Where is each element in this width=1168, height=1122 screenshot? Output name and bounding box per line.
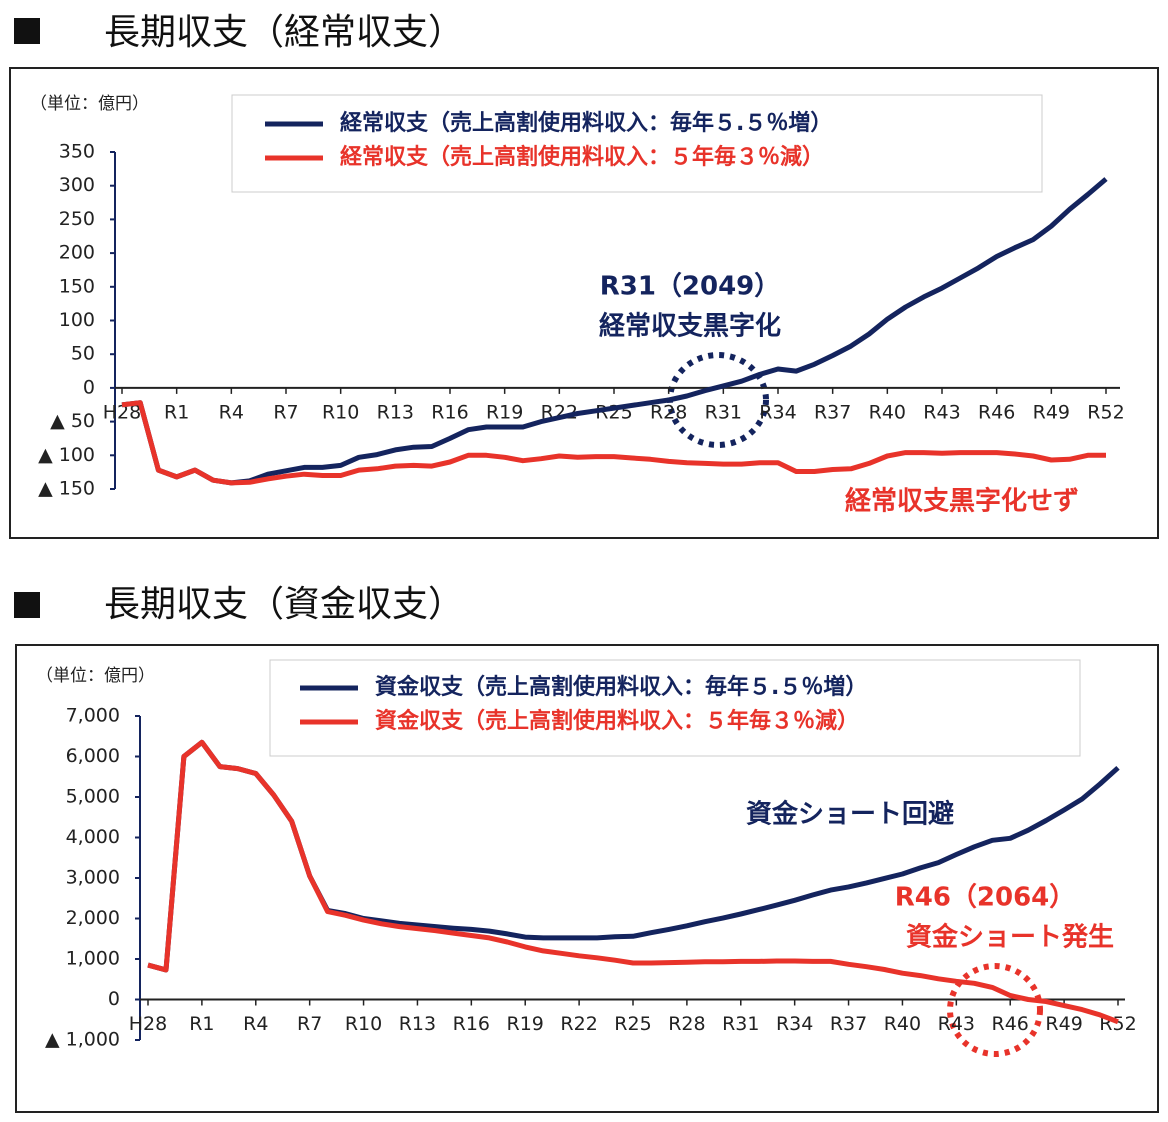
y-tick-label: ▲ 1,000 xyxy=(45,1029,120,1051)
x-tick-label: R40 xyxy=(884,1013,921,1035)
chart-title: 長期収支（経常収支） xyxy=(104,12,464,53)
x-tick-label: R40 xyxy=(869,401,906,423)
x-tick-label: R49 xyxy=(1045,1013,1082,1035)
y-tick-label: 250 xyxy=(59,208,95,230)
y-tick-label: 1,000 xyxy=(66,948,120,970)
legend-label: 経常収支（売上高割使用料収入：５年毎３％減） xyxy=(340,144,824,170)
x-tick-label: R34 xyxy=(759,401,796,423)
x-tick-label: R4 xyxy=(243,1013,268,1035)
x-tick-label: R13 xyxy=(399,1013,436,1035)
y-tick-label: 300 xyxy=(59,174,95,196)
x-tick-label: R16 xyxy=(453,1013,490,1035)
x-tick-label: R37 xyxy=(830,1013,867,1035)
y-tick-label: 100 xyxy=(59,309,95,331)
y-tick-label: 5,000 xyxy=(66,786,120,808)
x-tick-label: R10 xyxy=(322,401,359,423)
title-square xyxy=(14,18,40,44)
y-tick-label: 0 xyxy=(108,988,120,1010)
x-tick-label: R46 xyxy=(978,401,1015,423)
y-tick-label: 4,000 xyxy=(66,826,120,848)
x-tick-label: R1 xyxy=(189,1013,214,1035)
y-tick-label: 150 xyxy=(59,275,95,297)
x-tick-label: R4 xyxy=(219,401,244,423)
legend-label: 資金収支（売上高割使用料収入：５年毎３％減） xyxy=(375,708,859,734)
annotation: R46（2064） xyxy=(895,883,1076,913)
y-tick-label: 50 xyxy=(71,343,95,365)
x-tick-label: R22 xyxy=(560,1013,597,1035)
legend-label: 資金収支（売上高割使用料収入：毎年５.５％増） xyxy=(375,674,867,700)
y-tick-label: 3,000 xyxy=(66,867,120,889)
y-tick-label: 350 xyxy=(59,141,95,163)
x-tick-label: R13 xyxy=(377,401,414,423)
x-tick-label: R16 xyxy=(431,401,468,423)
x-tick-label: R31 xyxy=(722,1013,759,1035)
unit-label: （単位：億円） xyxy=(30,94,149,114)
highlight-circle xyxy=(947,963,1043,1057)
x-tick-label: R49 xyxy=(1033,401,1070,423)
series-line xyxy=(147,739,1119,1025)
y-tick-label: 200 xyxy=(59,242,95,264)
annotation: 資金ショート発生 xyxy=(906,922,1114,953)
legend-box xyxy=(269,659,1081,757)
series-line xyxy=(121,177,1108,486)
x-tick-label: R1 xyxy=(164,401,189,423)
title-square xyxy=(14,592,40,618)
series-line xyxy=(121,400,1106,486)
x-tick-label: H28 xyxy=(129,1013,167,1035)
x-tick-label: R43 xyxy=(938,1013,975,1035)
annotation: 資金ショート回避 xyxy=(746,799,954,830)
chart-frame xyxy=(15,644,1159,1113)
y-tick-label: 2,000 xyxy=(66,907,120,929)
x-tick-label: R28 xyxy=(668,1013,705,1035)
y-tick-label: 7,000 xyxy=(66,705,120,727)
x-tick-label: R7 xyxy=(273,401,298,423)
chart-frame xyxy=(9,67,1159,539)
legend-label: 経常収支（売上高割使用料収入：毎年５.５％増） xyxy=(340,110,832,136)
y-tick-label: 0 xyxy=(83,376,95,398)
x-tick-label: R46 xyxy=(992,1013,1029,1035)
x-tick-label: R43 xyxy=(923,401,960,423)
x-tick-label: R31 xyxy=(705,401,742,423)
x-tick-label: R37 xyxy=(814,401,851,423)
annotation: R31（2049） xyxy=(600,272,781,302)
y-tick-label: ▲ 50 xyxy=(50,410,95,432)
y-tick-label: ▲ 100 xyxy=(38,444,95,466)
x-tick-label: R34 xyxy=(776,1013,813,1035)
x-tick-label: R25 xyxy=(614,1013,651,1035)
unit-label: （単位：億円） xyxy=(36,666,155,686)
chart-title: 長期収支（資金収支） xyxy=(104,584,464,625)
x-tick-label: H28 xyxy=(103,401,141,423)
annotation: 経常収支黒字化 xyxy=(599,311,781,342)
annotation: 経常収支黒字化せず xyxy=(845,486,1079,517)
highlight-circle xyxy=(667,352,769,448)
x-tick-label: R28 xyxy=(650,401,687,423)
y-tick-label: 6,000 xyxy=(66,745,120,767)
x-tick-label: R19 xyxy=(507,1013,544,1035)
x-tick-label: R7 xyxy=(297,1013,322,1035)
x-tick-label: R10 xyxy=(345,1013,382,1035)
y-tick-label: ▲ 150 xyxy=(38,478,95,500)
x-tick-label: R52 xyxy=(1087,401,1124,423)
legend-box xyxy=(231,94,1043,193)
x-tick-label: R19 xyxy=(486,401,523,423)
